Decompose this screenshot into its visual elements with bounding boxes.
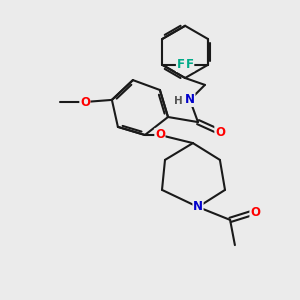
Text: H: H	[174, 96, 183, 106]
Text: N: N	[193, 200, 203, 214]
Text: N: N	[185, 93, 195, 106]
Text: O: O	[80, 95, 90, 109]
Text: O: O	[250, 206, 260, 219]
Text: F: F	[176, 58, 184, 71]
Text: O: O	[215, 125, 225, 139]
Text: F: F	[186, 58, 194, 71]
Text: O: O	[155, 128, 165, 142]
